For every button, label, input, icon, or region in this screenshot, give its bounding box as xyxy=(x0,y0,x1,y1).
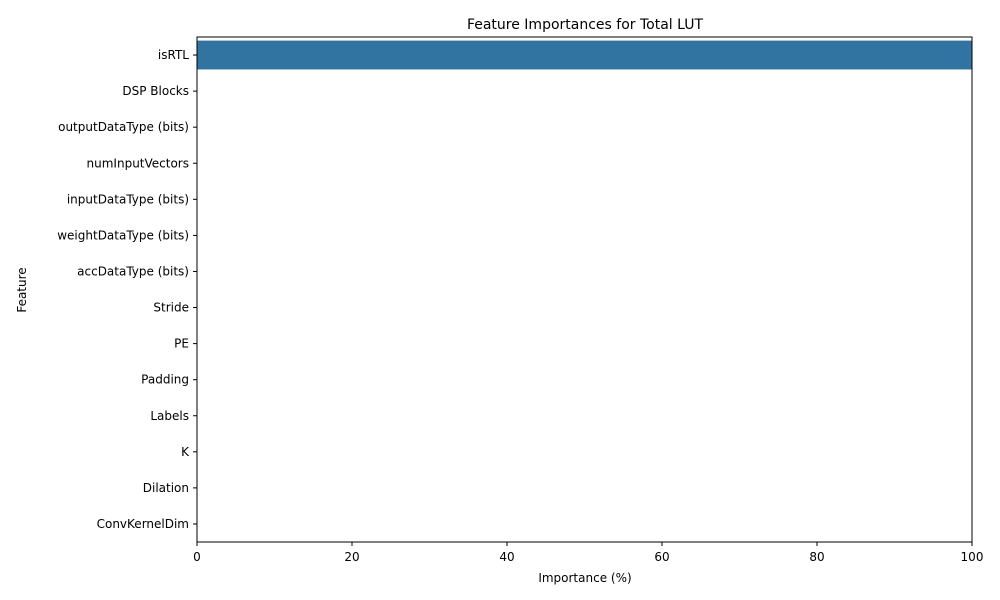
y-tick-label-8: PE xyxy=(174,337,189,351)
x-tick-label-2: 40 xyxy=(499,550,514,564)
x-axis-ticks: 0 20 40 60 80 100 xyxy=(193,542,983,564)
x-tick-label-4: 80 xyxy=(809,550,824,564)
y-axis-title: Feature xyxy=(15,267,29,312)
x-tick-label-5: 100 xyxy=(961,550,984,564)
y-tick-label-11: K xyxy=(181,445,190,459)
x-tick-label-3: 60 xyxy=(654,550,669,564)
y-tick-label-13: ConvKernelDim xyxy=(97,517,189,531)
y-tick-label-4: inputDataType (bits) xyxy=(67,192,189,206)
bar-0 xyxy=(197,40,972,70)
y-tick-label-12: Dilation xyxy=(143,481,189,495)
x-tick-label-0: 0 xyxy=(193,550,201,564)
x-axis-title: Importance (%) xyxy=(538,571,631,585)
x-tick-label-1: 20 xyxy=(344,550,359,564)
y-tick-label-9: Padding xyxy=(141,373,189,387)
y-axis-ticks: isRTL DSP Blocks outputDataType (bits) numI… xyxy=(57,48,197,531)
y-tick-label-1: DSP Blocks xyxy=(122,84,189,98)
y-tick-label-10: Labels xyxy=(150,409,189,423)
y-tick-label-2: outputDataType (bits) xyxy=(58,120,189,134)
y-tick-label-5: weightDataType (bits) xyxy=(57,228,189,242)
bars-group xyxy=(197,40,972,70)
y-tick-label-3: numInputVectors xyxy=(87,156,189,170)
y-tick-label-6: accDataType (bits) xyxy=(77,264,189,278)
plot-frame xyxy=(196,36,973,543)
chart-title: Feature Importances for Total LUT xyxy=(467,17,704,33)
y-tick-label-7: Stride xyxy=(153,301,189,315)
y-tick-label-0: isRTL xyxy=(158,48,189,62)
